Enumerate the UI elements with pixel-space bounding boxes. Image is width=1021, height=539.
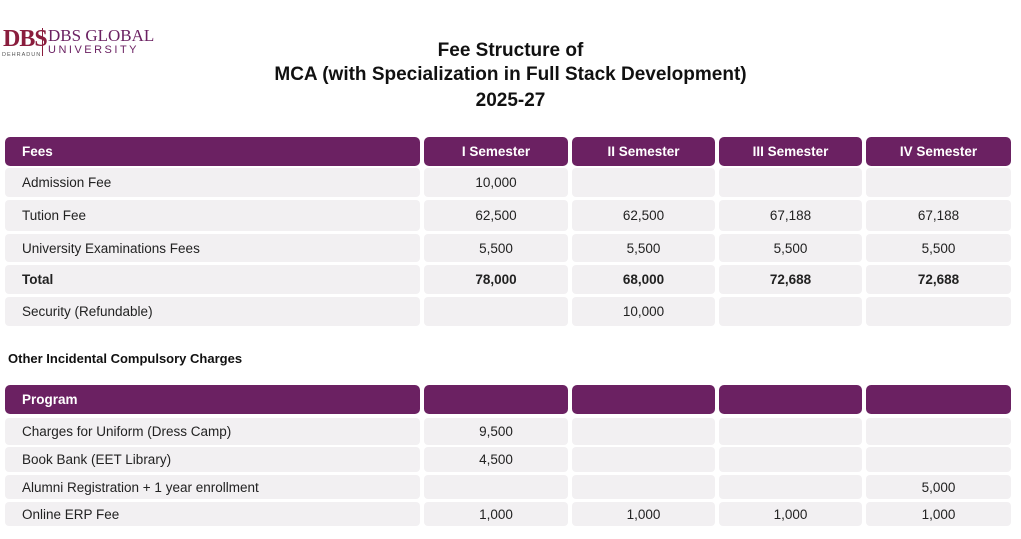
header-cell: Program bbox=[5, 385, 420, 414]
logo-place: DEHRADUN bbox=[2, 52, 42, 58]
logo-name: DBS GLOBAL bbox=[48, 26, 155, 45]
header-cell bbox=[719, 385, 862, 414]
section-label: Other Incidental Compulsory Charges bbox=[8, 351, 243, 366]
table-cell: Charges for Uniform (Dress Camp) bbox=[5, 418, 420, 445]
table-cell: 62,500 bbox=[424, 200, 568, 231]
table-cell bbox=[866, 418, 1011, 445]
table-cell bbox=[866, 447, 1011, 472]
table-cell bbox=[424, 475, 568, 499]
table-cell: 1,000 bbox=[866, 502, 1011, 526]
table-cell bbox=[866, 168, 1011, 197]
header-cell: II Semester bbox=[572, 137, 715, 166]
table-cell: 5,500 bbox=[719, 234, 862, 262]
table-cell: 67,188 bbox=[719, 200, 862, 231]
title-line: Fee Structure of bbox=[437, 40, 584, 61]
table-cell: 4,500 bbox=[424, 447, 568, 472]
logo-subname: UNIVERSITY bbox=[48, 44, 140, 56]
table-cell bbox=[572, 418, 715, 445]
header-cell: III Semester bbox=[719, 137, 862, 166]
table-cell: 5,500 bbox=[866, 234, 1011, 262]
table-cell: 68,000 bbox=[572, 265, 715, 294]
table-cell: 9,500 bbox=[424, 418, 568, 445]
table-cell bbox=[866, 297, 1011, 326]
table-cell: 72,688 bbox=[719, 265, 862, 294]
table-cell: 1,000 bbox=[424, 502, 568, 526]
header-cell bbox=[424, 385, 568, 414]
table-cell bbox=[424, 297, 568, 326]
table-cell: 10,000 bbox=[424, 168, 568, 197]
table-cell: 5,500 bbox=[572, 234, 715, 262]
table-cell: 78,000 bbox=[424, 265, 568, 294]
table-cell: Security (Refundable) bbox=[5, 297, 420, 326]
table-cell: 5,000 bbox=[866, 475, 1011, 499]
table-cell bbox=[719, 475, 862, 499]
table-cell bbox=[572, 475, 715, 499]
table-cell bbox=[572, 447, 715, 472]
table-cell: 1,000 bbox=[572, 502, 715, 526]
table-cell: Book Bank (EET Library) bbox=[5, 447, 420, 472]
table-cell: University Examinations Fees bbox=[5, 234, 420, 262]
header-cell bbox=[572, 385, 715, 414]
table-cell: Online ERP Fee bbox=[5, 502, 420, 526]
table-cell: 72,688 bbox=[866, 265, 1011, 294]
table-cell bbox=[719, 168, 862, 197]
table-cell bbox=[719, 418, 862, 445]
table-cell bbox=[572, 168, 715, 197]
table-cell: Alumni Registration + 1 year enrollment bbox=[5, 475, 420, 499]
table-cell: 62,500 bbox=[572, 200, 715, 231]
header-cell: IV Semester bbox=[866, 137, 1011, 166]
table-cell bbox=[719, 447, 862, 472]
title-line: 2025-27 bbox=[475, 90, 546, 111]
table-cell: Admission Fee bbox=[5, 168, 420, 197]
table-cell: 10,000 bbox=[572, 297, 715, 326]
header-cell: Fees bbox=[5, 137, 420, 166]
header-cell bbox=[866, 385, 1011, 414]
title-line: MCA (with Specialization in Full Stack D… bbox=[274, 64, 747, 85]
table-cell: 5,500 bbox=[424, 234, 568, 262]
logo-mark: DBS bbox=[3, 26, 48, 52]
header-cell: I Semester bbox=[424, 137, 568, 166]
table-cell: Total bbox=[5, 265, 420, 294]
table-cell bbox=[719, 297, 862, 326]
table-cell: Tution Fee bbox=[5, 200, 420, 231]
table-cell: 1,000 bbox=[719, 502, 862, 526]
logo-divider bbox=[42, 28, 43, 56]
table-cell: 67,188 bbox=[866, 200, 1011, 231]
